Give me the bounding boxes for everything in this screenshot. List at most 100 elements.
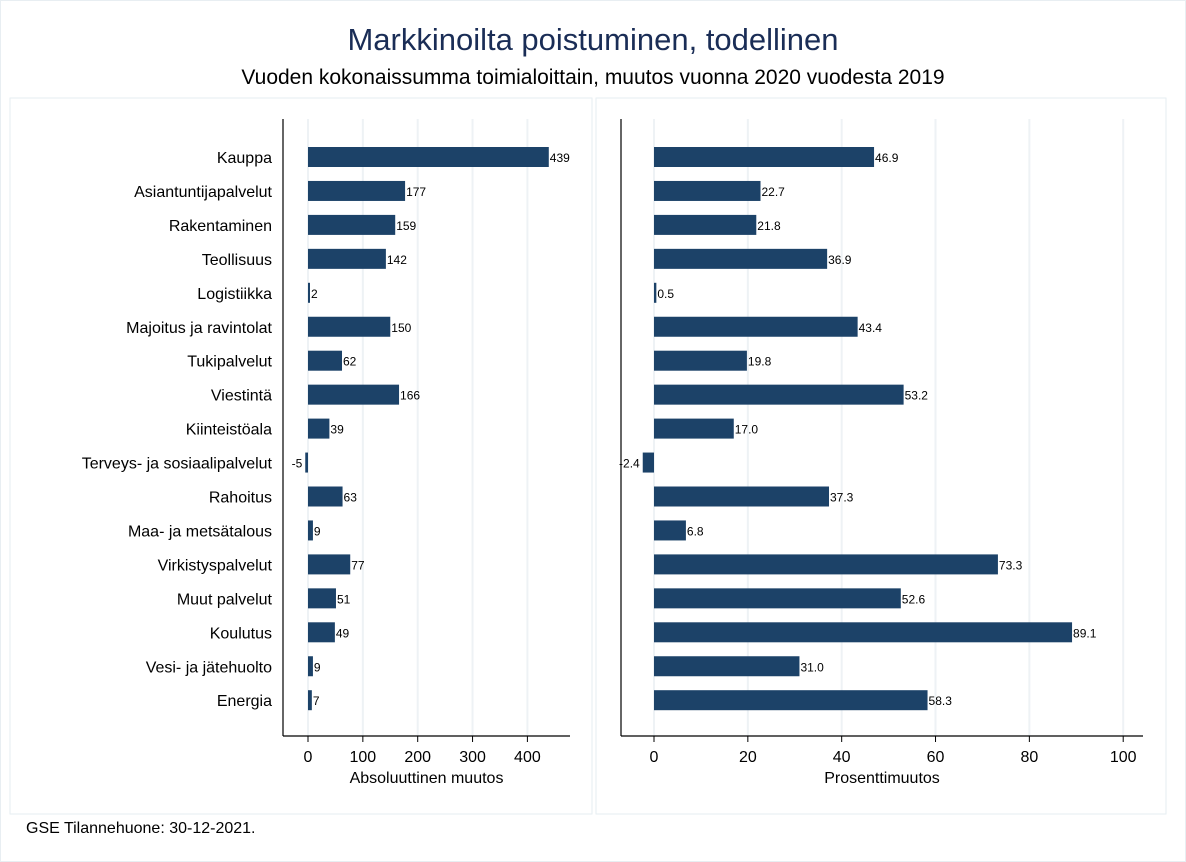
data-label: 150 [391, 321, 411, 335]
data-label: 177 [406, 185, 426, 199]
data-label: 22.7 [762, 185, 786, 199]
x-tick-label: 200 [404, 749, 431, 766]
category-label: Maa- ja metsätalous [128, 523, 272, 540]
data-label: 89.1 [1073, 626, 1097, 640]
bar [654, 520, 686, 541]
bar [308, 214, 396, 235]
x-tick-label: 400 [514, 749, 541, 766]
data-label: -5 [292, 457, 303, 471]
category-label: Virkistyspalvelut [158, 557, 273, 574]
bar [308, 418, 330, 439]
data-label: 166 [400, 389, 420, 403]
category-label: Tukipalvelut [187, 354, 272, 371]
bar [654, 180, 761, 201]
x-tick-label: 0 [304, 749, 313, 766]
bar [308, 520, 313, 541]
data-label: 6.8 [687, 524, 704, 538]
data-label: 159 [396, 219, 416, 233]
x-tick-label: 100 [349, 749, 376, 766]
bar [642, 452, 654, 473]
data-label: 49 [336, 626, 350, 640]
data-label: 7 [313, 694, 320, 708]
x-tick-label: 100 [1110, 749, 1137, 766]
category-label: Teollisuus [202, 252, 272, 269]
category-label: Rahoitus [209, 490, 272, 507]
data-label: 21.8 [757, 219, 781, 233]
data-label: 77 [351, 558, 365, 572]
bar [308, 622, 335, 643]
x-tick-label: 60 [927, 749, 945, 766]
data-label: 142 [387, 253, 407, 267]
category-label: Rakentaminen [169, 218, 272, 235]
x-axis-label: Prosenttimuutos [824, 770, 940, 787]
category-label: Majoitus ja ravintolat [126, 320, 272, 337]
bar [654, 350, 747, 371]
data-label: 63 [344, 491, 358, 505]
bar [654, 418, 734, 439]
bar [654, 486, 830, 507]
bar [308, 486, 343, 507]
panel-2-outline [595, 97, 1167, 815]
x-axis-label: Absoluuttinen muutos [350, 770, 504, 787]
category-label: Terveys- ja sosiaalipalvelut [82, 456, 273, 473]
bar [654, 554, 998, 575]
bar [308, 690, 312, 711]
category-label: Muut palvelut [177, 591, 273, 608]
data-label: 43.4 [859, 321, 883, 335]
x-tick-label: 20 [739, 749, 757, 766]
chart-title: Markkinoilta poistuminen, todellinen [347, 22, 839, 57]
bar [654, 690, 928, 711]
bar [654, 588, 901, 609]
bar [308, 316, 391, 337]
category-label: Logistiikka [197, 286, 272, 303]
data-label: 31.0 [800, 660, 824, 674]
data-label: 2 [311, 287, 318, 301]
bar [305, 452, 308, 473]
data-label: 51 [337, 592, 351, 606]
category-label: Viestintä [211, 388, 272, 405]
bar [308, 384, 400, 405]
data-label: 62 [343, 355, 357, 369]
data-label: -2.4 [619, 457, 640, 471]
bar [308, 282, 310, 303]
data-label: 73.3 [999, 558, 1023, 572]
source-note: GSE Tilannehuone: 30-12-2021. [26, 820, 256, 837]
x-tick-label: 80 [1020, 749, 1038, 766]
x-tick-label: 0 [650, 749, 659, 766]
bar [308, 350, 343, 371]
category-label: Vesi- ja jätehuolto [146, 659, 272, 676]
panel-1-outline [9, 97, 593, 815]
data-label: 36.9 [828, 253, 852, 267]
category-label: Kauppa [217, 150, 272, 167]
bar [308, 656, 313, 677]
bar [308, 248, 386, 269]
bar [654, 316, 858, 337]
chart-subtitle: Vuoden kokonaissumma toimialoittain, muu… [241, 66, 945, 89]
bar [654, 622, 1073, 643]
data-label: 9 [314, 524, 321, 538]
data-label: 19.8 [748, 355, 772, 369]
bar [308, 180, 406, 201]
bar [308, 147, 549, 167]
category-label: Energia [217, 693, 272, 710]
bar [308, 554, 351, 575]
category-label: Koulutus [210, 625, 272, 642]
x-tick-label: 40 [833, 749, 851, 766]
bar [654, 656, 800, 677]
data-label: 58.3 [929, 694, 953, 708]
data-label: 9 [314, 660, 321, 674]
bar [654, 147, 875, 167]
data-label: 439 [550, 151, 570, 165]
data-label: 53.2 [905, 389, 929, 403]
bar [654, 214, 757, 235]
bar [654, 248, 828, 269]
data-label: 39 [330, 423, 344, 437]
bar [654, 384, 904, 405]
data-label: 52.6 [902, 592, 926, 606]
category-label: Kiinteistöala [186, 422, 272, 439]
category-label: Asiantuntijapalvelut [134, 184, 272, 201]
bar [654, 282, 657, 303]
data-label: 37.3 [830, 491, 854, 505]
data-label: 46.9 [875, 151, 899, 165]
